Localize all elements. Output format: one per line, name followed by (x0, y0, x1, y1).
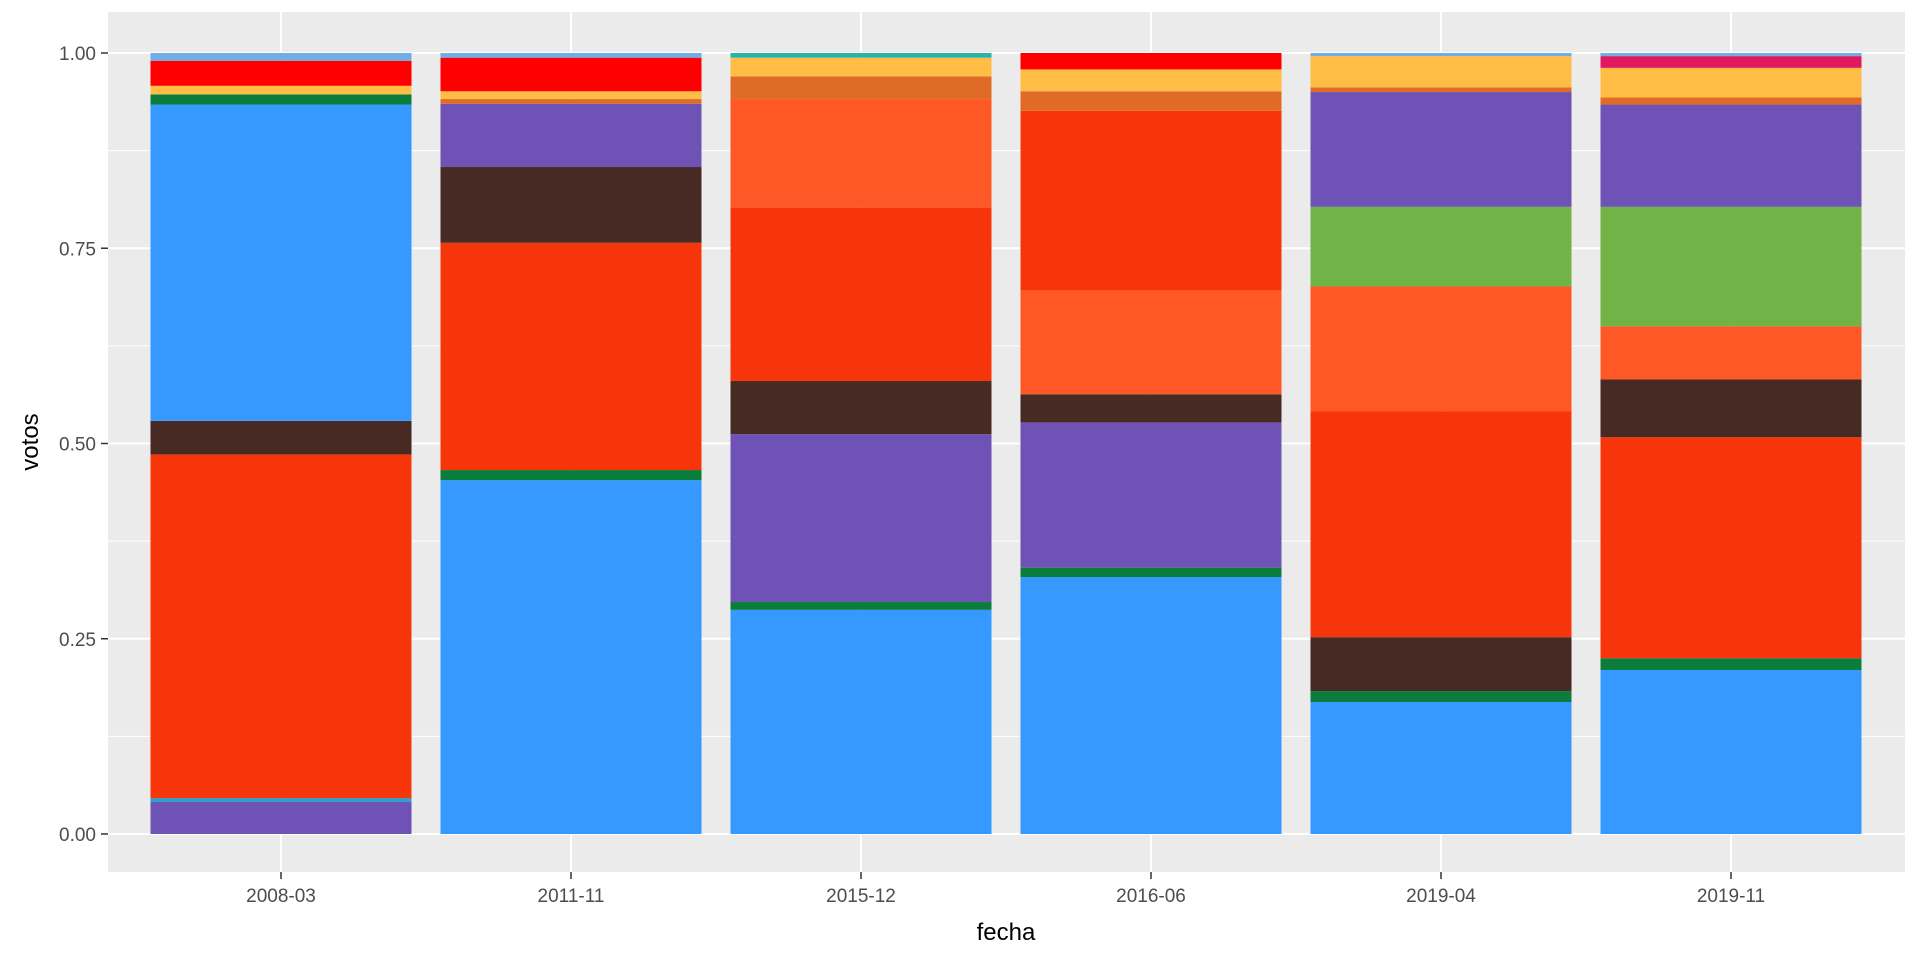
bar-segment (440, 99, 702, 104)
bar-segment (1600, 104, 1862, 207)
bar-segment (1600, 56, 1862, 68)
bar-segment (1020, 53, 1282, 70)
bar-segment (1600, 67, 1862, 98)
x-tick-label: 2019-11 (1697, 886, 1765, 907)
x-tick-label: 2015-12 (826, 886, 896, 907)
bar-segment (730, 609, 992, 834)
bar-segment (1020, 290, 1282, 395)
bar-segment (440, 470, 702, 481)
bar-segment (730, 99, 992, 208)
bar-segment (1020, 91, 1282, 111)
y-tick-label: 0.00 (59, 825, 96, 846)
bar-segment (1310, 206, 1572, 287)
bar-segment (1020, 422, 1282, 568)
bar-segment (440, 167, 702, 243)
bar-segment (440, 57, 702, 92)
bar-segment (440, 103, 702, 168)
bar-stack-2016-06 (1020, 53, 1282, 834)
bar-segment (1310, 53, 1572, 57)
bar-segment (1020, 394, 1282, 423)
y-tick-label: 1.00 (59, 44, 96, 65)
bars (150, 53, 1862, 834)
x-axis-ticks: 2008-03 2011-11 2015-12 2016-06 2019-04 2019-… (246, 872, 1765, 907)
y-axis-title: votos (17, 413, 44, 470)
y-axis-ticks: 0.00 0.25 0.50 0.75 1.00 (59, 44, 108, 846)
bar-segment (1600, 437, 1862, 659)
bar-segment (1310, 411, 1572, 638)
bar-stack-2015-12 (730, 53, 992, 834)
bar-segment (1600, 53, 1862, 57)
bar-segment (1020, 69, 1282, 92)
y-tick-label: 0.25 (59, 630, 96, 651)
bar-segment (730, 434, 992, 603)
bar-segment (1600, 97, 1862, 105)
bar-segment (150, 60, 412, 86)
bar-segment (440, 91, 702, 100)
bar-segment (440, 53, 702, 58)
bar-segment (1600, 379, 1862, 438)
bar-segment (150, 104, 412, 421)
x-tick-label: 2019-04 (1406, 886, 1476, 907)
y-tick-label: 0.75 (59, 239, 96, 260)
x-tick-label: 2016-06 (1116, 886, 1186, 907)
bar-segment (150, 94, 412, 105)
bar-segment (440, 242, 702, 471)
bar-stack-2011-11 (440, 53, 702, 834)
x-axis-title: fecha (977, 919, 1036, 946)
bar-stack-2008-03 (150, 53, 412, 834)
bar-segment (1310, 92, 1572, 207)
bar-segment (150, 420, 412, 455)
bar-segment (150, 53, 412, 61)
bar-segment (1020, 577, 1282, 834)
bar-segment (730, 57, 992, 77)
bar-segment (1600, 326, 1862, 380)
y-tick-label: 0.50 (59, 435, 96, 456)
bar-segment (1310, 87, 1572, 93)
x-tick-label: 2011-11 (538, 886, 605, 907)
bar-segment (1600, 669, 1862, 834)
bar-segment (1310, 637, 1572, 692)
bar-segment (1310, 56, 1572, 88)
bar-segment (1020, 567, 1282, 578)
bar-segment (730, 53, 992, 58)
bar-segment (1310, 286, 1572, 412)
bar-segment (1600, 206, 1862, 327)
x-tick-label: 2008-03 (246, 886, 316, 907)
bar-segment (150, 798, 412, 802)
bar-segment (1020, 110, 1282, 291)
bar-segment (150, 454, 412, 799)
bar-segment (1600, 658, 1862, 670)
bar-segment (730, 602, 992, 610)
bar-segment (730, 76, 992, 100)
bar-segment (730, 381, 992, 435)
bar-segment (440, 480, 702, 834)
bar-segment (150, 85, 412, 95)
bar-stack-2019-04 (1310, 53, 1572, 834)
bar-segment (150, 801, 412, 834)
bar-stack-2019-11 (1600, 53, 1862, 834)
bar-segment (1310, 691, 1572, 703)
bar-segment (730, 207, 992, 382)
bar-segment (1310, 702, 1572, 834)
